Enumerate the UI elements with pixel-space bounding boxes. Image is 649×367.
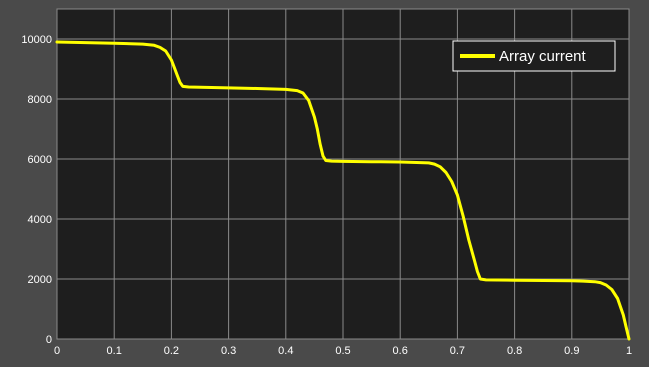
y-tick-label: 10000 — [21, 34, 52, 46]
x-tick-label: 0.7 — [450, 345, 465, 357]
x-tick-label: 0.3 — [221, 345, 236, 357]
x-tick-label: 0 — [54, 345, 60, 357]
x-tick-label: 0.4 — [278, 345, 293, 357]
plot-border — [56, 8, 630, 340]
series-line-array-current — [55, 40, 631, 341]
x-tick-label: 0.5 — [335, 345, 350, 357]
legend-label: Array current — [499, 48, 587, 65]
y-tick-label: 6000 — [28, 154, 52, 166]
x-tick-label: 1 — [626, 345, 632, 357]
y-tick-label: 8000 — [28, 94, 52, 106]
y-tick-label: 4000 — [28, 214, 52, 226]
series-layer — [55, 40, 631, 341]
x-tick-label: 0.1 — [107, 345, 122, 357]
tick-labels: 0 0.1 0.2 0.3 0.4 0.5 0.6 0.7 0.8 0.9 1 0 2000 4000 60… — [21, 34, 632, 357]
y-tick-label: 2000 — [28, 274, 52, 286]
x-tick-label: 0.8 — [507, 345, 522, 357]
x-tick-label: 0.2 — [164, 345, 179, 357]
y-tick-label: 0 — [46, 334, 52, 346]
legend[interactable]: Array current — [452, 40, 616, 72]
x-tick-label: 0.9 — [564, 345, 579, 357]
x-tick-label: 0.6 — [393, 345, 408, 357]
